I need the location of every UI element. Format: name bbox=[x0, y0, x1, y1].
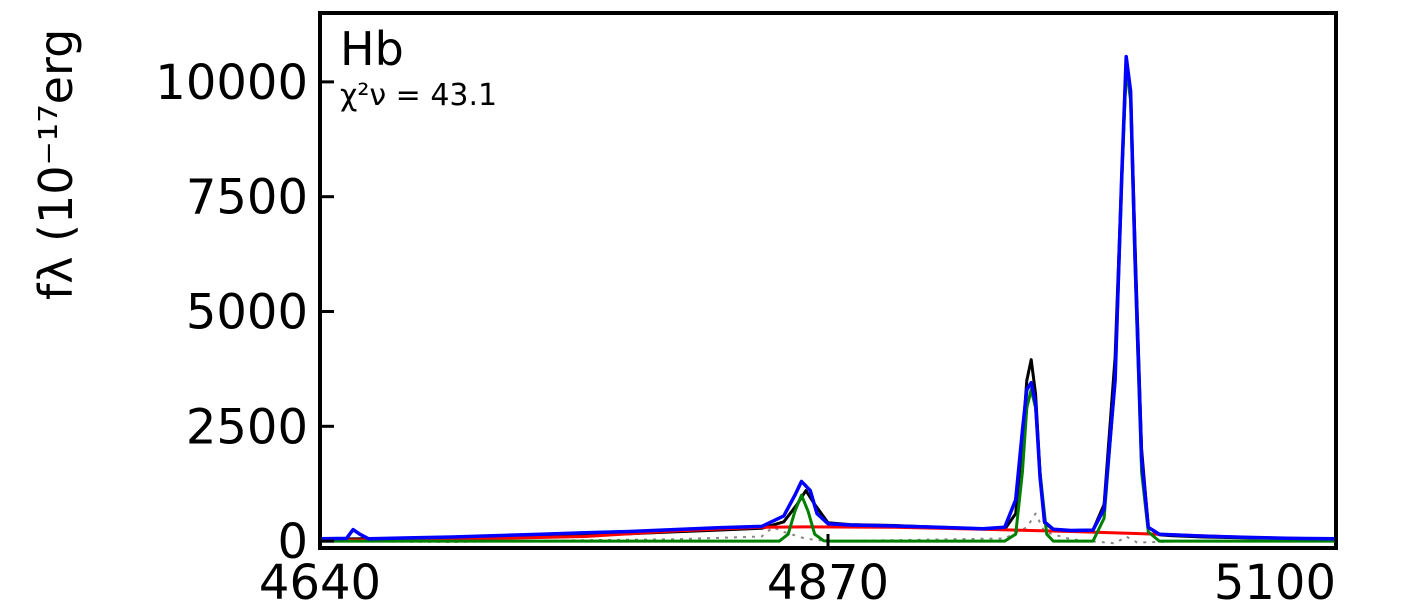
y-tick-label: 5000 bbox=[186, 284, 308, 340]
panel-label: Hb bbox=[340, 22, 404, 76]
ticks-layer: 0 2500 5000 7500 10000 4640 4870 5100 bbox=[155, 55, 1338, 609]
x-tick-label: 4640 bbox=[259, 555, 381, 609]
series-line-narrow-component bbox=[320, 66, 1336, 543]
series-layer bbox=[319, 54, 1337, 545]
series-line-data bbox=[319, 66, 1337, 542]
x-tick-label: 5100 bbox=[1214, 555, 1336, 609]
y-tick-label: 0 bbox=[277, 514, 308, 570]
y-axis-label: fλ (10⁻¹⁷erg bbox=[29, 29, 83, 300]
series-line-total-model bbox=[319, 54, 1337, 541]
y-tick-label: 10000 bbox=[155, 55, 308, 111]
y-tick-label: 2500 bbox=[186, 399, 308, 455]
fit-statistic: χ²ν = 43.1 bbox=[340, 78, 497, 113]
x-tick-label: 4870 bbox=[767, 555, 889, 609]
y-tick-label: 7500 bbox=[186, 170, 308, 226]
